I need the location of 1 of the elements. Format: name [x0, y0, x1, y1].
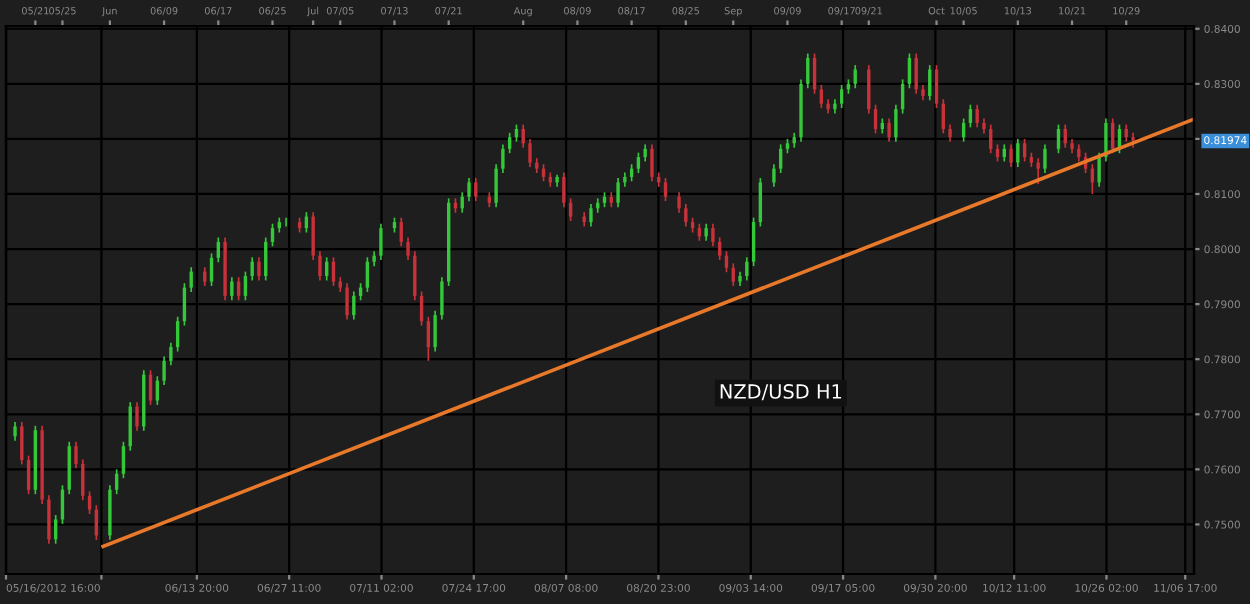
- annotation: NZD/USD H1: [720, 384, 842, 401]
